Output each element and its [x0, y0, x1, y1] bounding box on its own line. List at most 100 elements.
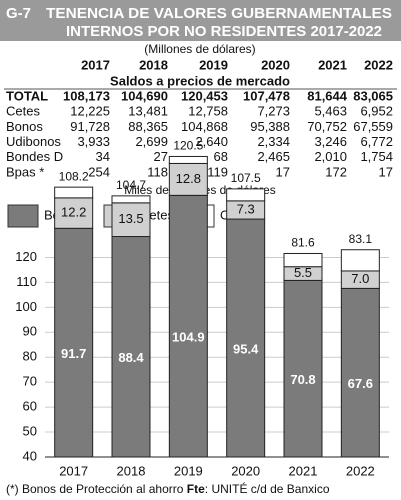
- cell: 104,690: [121, 88, 168, 103]
- bar-segment: [340, 249, 380, 272]
- value-label: 91.7: [61, 346, 86, 361]
- cell: 12,758: [188, 104, 228, 119]
- cell: 104,868: [181, 119, 228, 134]
- cell: 1,754: [360, 149, 393, 164]
- note: (*) Bonos de Protección al ahorro Fte: U…: [6, 481, 330, 496]
- title: INTERNOS POR NO RESIDENTES 2017-2022: [66, 23, 382, 40]
- value-label: 67.6: [348, 376, 373, 391]
- code: G-7: [6, 5, 31, 22]
- value-label: 95.4: [233, 341, 259, 356]
- bar-segment: [168, 162, 208, 196]
- value-label: 12.8: [176, 171, 201, 186]
- cell: 5,463: [314, 104, 347, 119]
- section: Saldos a precios de mercado: [110, 73, 290, 88]
- cell: 2,334: [257, 134, 290, 149]
- source: : UNITÉ c/d de Banxico: [205, 481, 330, 496]
- row-label: Cetes: [6, 104, 40, 119]
- value-label: 13.5: [118, 211, 143, 226]
- cell: 34: [96, 149, 110, 164]
- cell: 68: [214, 149, 228, 164]
- x-tick-label: 2021: [289, 463, 318, 478]
- cell: 107,478: [243, 88, 290, 103]
- y-tick-label: 60: [23, 399, 37, 414]
- bar-segment: [111, 195, 151, 204]
- row-label: Bondes D: [6, 149, 63, 164]
- row-label: Bpas *: [6, 164, 44, 179]
- y-tick-label: 90: [23, 324, 37, 339]
- cell: 2,640: [195, 134, 228, 149]
- cell: 91,728: [70, 119, 110, 134]
- legend-swatch: [7, 204, 39, 228]
- y-tick-label: 40: [23, 448, 37, 463]
- cell: 3,933: [77, 134, 110, 149]
- column-header: 2018: [139, 57, 168, 72]
- value-label: 12.2: [61, 205, 86, 220]
- cell: 95,388: [250, 119, 290, 134]
- cell: 2,010: [314, 149, 347, 164]
- bar-segment: [54, 186, 94, 199]
- total-label: 81.6: [291, 236, 315, 250]
- cell: 120,453: [181, 88, 228, 103]
- cell: 27: [154, 149, 168, 164]
- bar-segment: [168, 194, 208, 458]
- note-text: (*) Bonos de Protección al ahorro: [6, 482, 184, 496]
- cell: 67,559: [353, 119, 393, 134]
- x-tick-label: 2017: [59, 463, 88, 478]
- cell: 13,481: [128, 104, 168, 119]
- x-tick-label: 2018: [117, 463, 146, 478]
- bar-segment: [54, 197, 94, 229]
- row-label: Udibonos: [6, 134, 61, 149]
- cell: 108,173: [63, 88, 110, 103]
- bar-segment: [54, 227, 94, 458]
- y-tick-label: 110: [16, 274, 37, 289]
- cell: 3,246: [314, 134, 347, 149]
- bar-segment: [111, 236, 151, 458]
- total-label: 120.5: [173, 139, 203, 153]
- value-label: 7.0: [351, 271, 369, 286]
- total-label: 83.1: [349, 232, 373, 246]
- x-tick-label: 2019: [174, 463, 203, 478]
- value-label: 104.9: [172, 330, 205, 345]
- cell: 83,065: [353, 88, 393, 103]
- y-tick-label: 100: [15, 299, 37, 314]
- column-header: 2020: [261, 57, 290, 72]
- total-label: 108.2: [59, 169, 89, 183]
- cell: 6,772: [360, 134, 393, 149]
- bar-segment: [226, 188, 266, 202]
- cell: 17: [276, 164, 290, 179]
- cell: 2,465: [257, 149, 290, 164]
- column-header: 2017: [81, 57, 110, 72]
- value-label: 7.3: [237, 201, 255, 216]
- cell: 2,699: [135, 134, 168, 149]
- value-label: 70.8: [290, 372, 315, 387]
- cell: 172: [325, 164, 347, 179]
- x-tick-label: 2022: [346, 463, 375, 478]
- cell: 118: [147, 164, 168, 179]
- bar-segment: [226, 218, 266, 458]
- cell: 17: [379, 164, 393, 179]
- cell: 6,952: [360, 104, 393, 119]
- value-label: 5.5: [294, 265, 312, 280]
- unit: (Millones de dólares): [144, 42, 255, 56]
- title: TENENCIA DE VALORES GUBERNAMENTALES: [46, 5, 392, 22]
- source-label: Fte: [187, 482, 205, 496]
- y-tick-label: 70: [23, 374, 37, 389]
- cell: 119: [207, 164, 228, 179]
- bar-segment: [283, 279, 323, 458]
- bar-segment: [111, 202, 151, 238]
- total-label: 107.5: [231, 171, 261, 185]
- column-header: 2021: [318, 57, 347, 72]
- value-label: 88.4: [118, 350, 144, 365]
- y-tick-label: 50: [23, 423, 37, 438]
- bar-segment: [168, 155, 208, 164]
- title-bar: [0, 0, 401, 41]
- y-tick-label: 80: [23, 349, 37, 364]
- bar-segment: [283, 252, 323, 268]
- cell: 81,644: [307, 88, 348, 103]
- cell: 254: [88, 164, 110, 179]
- cell: 7,273: [257, 104, 290, 119]
- cell: 70,752: [307, 119, 347, 134]
- total-label: 104.7: [116, 178, 146, 192]
- y-tick-label: 120: [15, 249, 37, 264]
